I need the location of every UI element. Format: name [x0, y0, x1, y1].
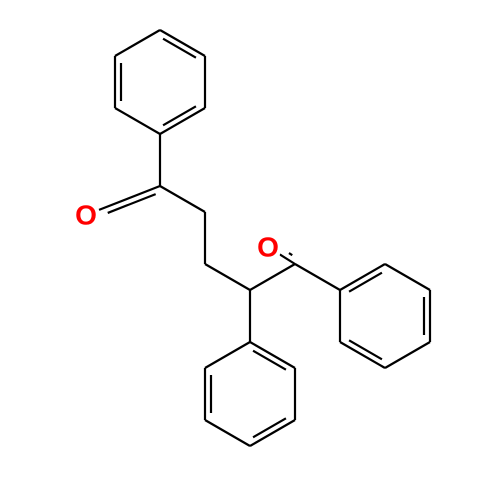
molecule-diagram: OO: [0, 0, 500, 500]
atom-label-O2: O: [257, 232, 279, 263]
atom-label-O1: O: [75, 200, 97, 231]
